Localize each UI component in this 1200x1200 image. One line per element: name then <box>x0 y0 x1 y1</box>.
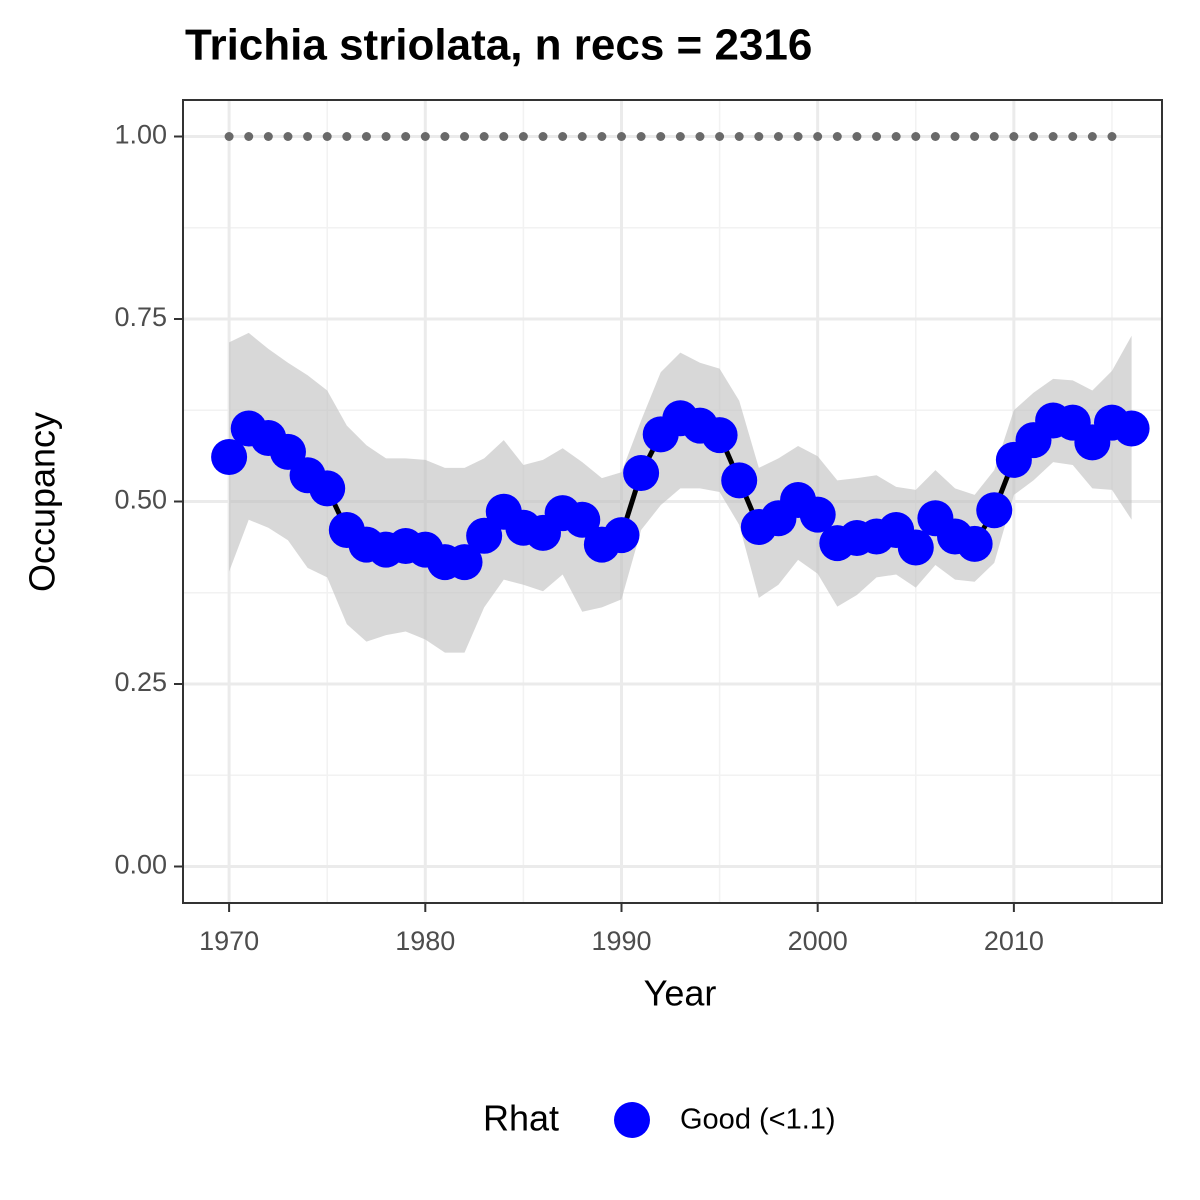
reference-dot <box>754 132 764 141</box>
x-tick-label: 1990 <box>591 926 651 956</box>
data-point <box>309 470 346 507</box>
data-point <box>446 544 483 581</box>
reference-dot <box>558 132 568 141</box>
legend-label: Good (<1.1) <box>680 1104 836 1136</box>
data-point <box>211 438 248 475</box>
legend-symbol <box>614 1102 650 1138</box>
reference-dot <box>381 132 391 141</box>
reference-dot <box>715 132 725 141</box>
y-tick-label: 0.25 <box>114 667 167 697</box>
reference-dot <box>224 132 234 141</box>
y-tick-label: 0.50 <box>114 485 167 515</box>
x-tick-label: 2000 <box>788 926 848 956</box>
reference-dot <box>852 132 862 141</box>
reference-dot <box>1107 132 1117 141</box>
reference-dot <box>911 132 921 141</box>
reference-dot <box>970 132 980 141</box>
data-point <box>603 517 640 554</box>
reference-dot <box>1087 132 1097 141</box>
reference-dot <box>1048 132 1058 141</box>
reference-dot <box>460 132 470 141</box>
reference-dot <box>479 132 489 141</box>
reference-dot <box>930 132 940 141</box>
y-tick-label: 0.00 <box>114 850 167 880</box>
y-tick-label: 0.75 <box>114 302 167 332</box>
reference-dot <box>263 132 273 141</box>
reference-dot <box>401 132 411 141</box>
reference-dot <box>440 132 450 141</box>
data-point <box>1113 410 1150 447</box>
y-axis-label: Occupancy <box>22 412 63 592</box>
reference-dot <box>656 132 666 141</box>
data-point <box>564 501 601 538</box>
x-tick-label: 1970 <box>199 926 259 956</box>
x-tick-label: 1980 <box>395 926 455 956</box>
chart-title: Trichia striolata, n recs = 2316 <box>185 21 812 70</box>
reference-dot <box>675 132 685 141</box>
reference-dot <box>597 132 607 141</box>
reference-dot <box>636 132 646 141</box>
reference-dot <box>872 132 882 141</box>
reference-dot <box>420 132 430 141</box>
reference-dot <box>950 132 960 141</box>
reference-dot <box>1009 132 1019 141</box>
reference-dot <box>891 132 901 141</box>
data-point <box>466 517 503 554</box>
reference-dot <box>283 132 293 141</box>
x-tick-label: 2010 <box>984 926 1044 956</box>
reference-dot <box>577 132 587 141</box>
data-point <box>956 525 993 562</box>
data-point <box>976 492 1013 529</box>
reference-dot <box>244 132 254 141</box>
reference-dot <box>773 132 783 141</box>
data-point <box>721 462 758 499</box>
reference-dot <box>616 132 626 141</box>
reference-dot <box>734 132 744 141</box>
reference-dot <box>832 132 842 141</box>
reference-dot <box>793 132 803 141</box>
reference-dot <box>1068 132 1078 141</box>
reference-dot <box>303 132 313 141</box>
reference-dot <box>499 132 509 141</box>
data-point <box>623 455 660 492</box>
reference-dot <box>989 132 999 141</box>
plot-border <box>182 99 1163 904</box>
legend-title: Rhat <box>483 1098 559 1139</box>
reference-dot <box>813 132 823 141</box>
reference-dot <box>538 132 548 141</box>
y-tick-label: 1.00 <box>114 120 167 150</box>
reference-dot <box>695 132 705 141</box>
data-point <box>799 496 836 533</box>
data-point <box>897 529 934 566</box>
reference-dot <box>518 132 528 141</box>
x-axis-label: Year <box>644 973 717 1014</box>
reference-dot <box>1028 132 1038 141</box>
data-point <box>701 417 738 454</box>
reference-dot <box>342 132 352 141</box>
reference-dot <box>322 132 332 141</box>
reference-dot <box>361 132 371 141</box>
